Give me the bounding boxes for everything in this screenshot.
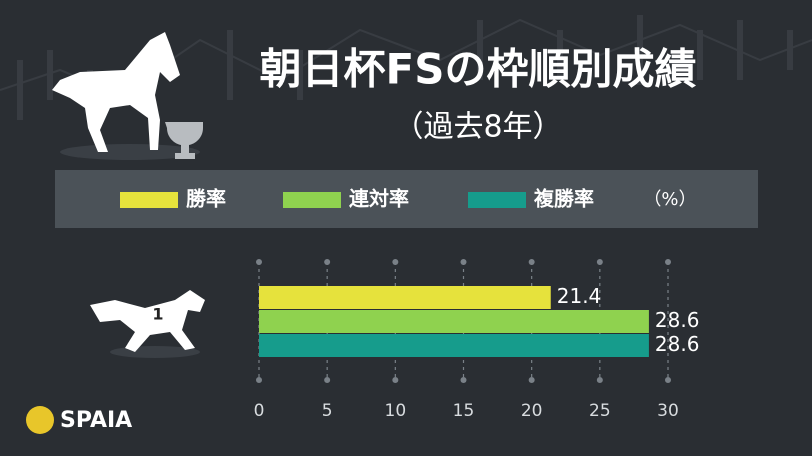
chart-subtitle: （過去8年）: [393, 110, 562, 145]
grid-dot: [324, 259, 331, 265]
brand: SPAIA: [60, 408, 132, 433]
bar: [259, 334, 649, 357]
horse-icon: [52, 32, 203, 160]
x-tick-label: 5: [322, 401, 333, 421]
grid-dot: [528, 259, 535, 265]
x-tick-label: 0: [254, 401, 265, 421]
legend-label: 連対率: [349, 187, 409, 211]
grid-dot: [256, 377, 262, 383]
logo-mark: [26, 406, 54, 434]
grid-dot: [392, 377, 399, 383]
grid-dot: [256, 259, 262, 265]
legend-swatch: [283, 192, 341, 208]
grid-dot: [596, 259, 603, 265]
data-label: 28.6: [655, 308, 700, 332]
bar: [259, 286, 551, 309]
grid-dot: [665, 259, 671, 265]
legend-swatch: [120, 192, 178, 208]
grid-dot: [392, 259, 399, 265]
data-label: 21.4: [557, 284, 602, 308]
grid-dot: [460, 259, 467, 265]
data-label: 28.6: [655, 332, 700, 356]
x-tick-label: 30: [657, 401, 679, 421]
bar: [259, 310, 649, 333]
grid-dot: [528, 377, 535, 383]
x-tick-label: 20: [521, 401, 543, 421]
unit-label: （%）: [643, 189, 696, 210]
x-tick-label: 15: [453, 401, 475, 421]
grid-dot: [460, 377, 467, 383]
chart-title: 朝日杯FSの枠順別成績: [260, 45, 697, 94]
x-tick-label: 25: [589, 401, 611, 421]
category-label: 1: [152, 305, 163, 324]
grid-dot: [596, 377, 603, 383]
racehorse-icon: [90, 290, 205, 358]
grid-dot: [665, 377, 671, 383]
legend-label: 複勝率: [534, 187, 594, 211]
grid-dot: [324, 377, 331, 383]
legend-swatch: [468, 192, 526, 208]
legend-label: 勝率: [186, 187, 226, 211]
x-tick-label: 10: [385, 401, 407, 421]
